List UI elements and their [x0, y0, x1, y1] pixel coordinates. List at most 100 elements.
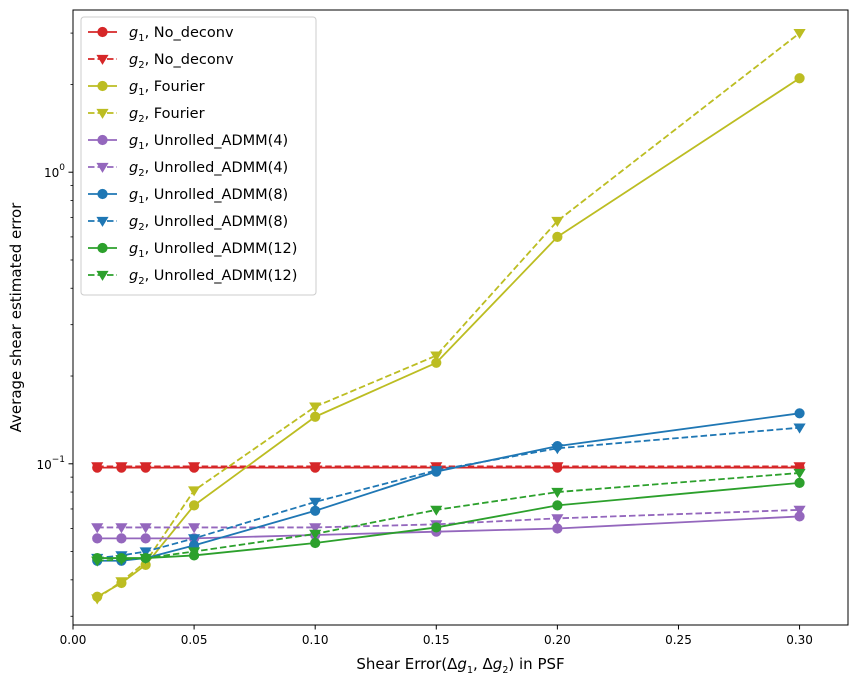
legend-label: g2, Unrolled_ADMM(4)	[129, 160, 288, 179]
legend-var: g	[129, 160, 138, 176]
y-tick-label: 100	[44, 163, 65, 180]
legend-method: , Unrolled_ADMM(12)	[145, 268, 298, 284]
data-point	[91, 523, 104, 534]
data-point	[115, 523, 128, 534]
series-line	[97, 426, 800, 559]
data-point	[188, 523, 201, 534]
legend-method: , Unrolled_ADMM(8)	[145, 187, 289, 203]
data-point	[115, 577, 128, 588]
legend-entry: g1, Unrolled_ADMM(12)	[88, 241, 297, 260]
legend-entry: g1, Unrolled_ADMM(8)	[88, 187, 288, 206]
data-point	[793, 505, 806, 516]
legend-var: g	[129, 106, 138, 122]
legend-sub: 1	[138, 249, 144, 260]
legend-method: , Unrolled_ADMM(8)	[145, 214, 289, 230]
data-point	[139, 547, 152, 558]
series-group	[91, 28, 806, 605]
legend-entry: g1, Unrolled_ADMM(4)	[88, 133, 288, 152]
data-point	[430, 466, 443, 477]
data-point	[551, 444, 564, 455]
y-tick-base: 10	[36, 458, 51, 472]
data-point	[139, 553, 152, 564]
legend-entry: g1, Fourier	[88, 79, 205, 98]
legend-label: g1, Unrolled_ADMM(8)	[129, 187, 288, 206]
data-point	[431, 522, 442, 533]
legend-method: , Unrolled_ADMM(4)	[145, 133, 289, 149]
plot-frame	[72, 9, 849, 626]
legend-var: g	[129, 187, 138, 203]
legend-marker	[97, 188, 108, 200]
data-point	[794, 477, 805, 488]
data-point	[551, 487, 564, 498]
data-point	[310, 537, 321, 549]
legend-marker	[96, 54, 109, 65]
legend-var: g	[129, 268, 138, 284]
legend-sub: 2	[138, 168, 144, 179]
data-point	[793, 468, 806, 479]
x-tick-label: 0.05	[181, 633, 208, 647]
legend-sub: 1	[138, 141, 144, 152]
data-point	[430, 505, 443, 516]
legend-label: g1, Fourier	[129, 79, 205, 98]
legend-marker	[97, 26, 108, 38]
data-point	[793, 462, 806, 473]
data-point	[551, 514, 564, 525]
legend-method: , Fourier	[145, 106, 205, 122]
data-point	[310, 411, 321, 422]
legend-entry: g2, Fourier	[88, 106, 205, 125]
data-point	[188, 500, 200, 511]
data-point	[794, 408, 805, 419]
data-point	[552, 523, 563, 534]
x-label-part: , Δ	[473, 655, 494, 673]
data-point	[551, 462, 564, 473]
legend-var: g	[129, 79, 138, 95]
legend-sub: 2	[138, 276, 144, 287]
legend-entry: g2, No_deconv	[88, 52, 234, 71]
legend-var: g	[129, 25, 138, 41]
y-tick-exponent: 0	[59, 163, 65, 173]
legend-var: g	[129, 214, 138, 230]
axes: 0.00 0.05 0.10 0.15 0.20 0.25 0.3010−1100Shear…	[7, 9, 849, 676]
x-tick-label: 0.10	[302, 633, 329, 647]
legend-marker	[96, 162, 109, 173]
legend-method: , No_deconv	[145, 52, 234, 68]
plot-area	[91, 28, 806, 605]
legend-sub: 2	[138, 60, 144, 71]
x-tick-label: 0.15	[423, 633, 450, 647]
legend-method: , Unrolled_ADMM(4)	[145, 160, 289, 176]
y-tick-exponent: −1	[52, 455, 65, 465]
data-point	[309, 402, 322, 413]
legend-entry: g2, Unrolled_ADMM(12)	[88, 268, 297, 287]
legend-var: g	[129, 52, 138, 68]
x-label-sub: 1	[467, 665, 473, 676]
data-point	[794, 73, 805, 84]
data-point	[188, 486, 201, 497]
legend-label: g1, Unrolled_ADMM(4)	[129, 133, 288, 152]
data-point	[91, 594, 104, 605]
legend-marker	[97, 134, 108, 146]
legend-label: g2, No_deconv	[129, 52, 234, 71]
y-axis-label: Average shear estimated error	[7, 202, 25, 432]
legend-box	[80, 16, 317, 296]
legend-marker	[96, 216, 109, 227]
data-point	[309, 523, 322, 534]
data-point	[793, 28, 806, 39]
x-label-part: Shear Error(Δ	[356, 655, 458, 673]
data-point	[92, 533, 103, 544]
legend-label: g2, Unrolled_ADMM(12)	[129, 268, 297, 287]
legend-sub: 1	[138, 87, 144, 98]
data-point	[309, 462, 322, 473]
data-point	[309, 497, 322, 508]
legend-marker	[97, 80, 108, 92]
legend-entry: g2, Unrolled_ADMM(8)	[88, 214, 288, 233]
x-label-sub: 2	[502, 665, 508, 676]
y-tick-label: 10−1	[36, 455, 65, 472]
legend-var: g	[129, 133, 138, 149]
data-point	[115, 462, 128, 473]
legend-label: g1, No_deconv	[129, 25, 234, 44]
legend-label: g2, Fourier	[129, 106, 205, 125]
legend-marker	[97, 242, 108, 254]
